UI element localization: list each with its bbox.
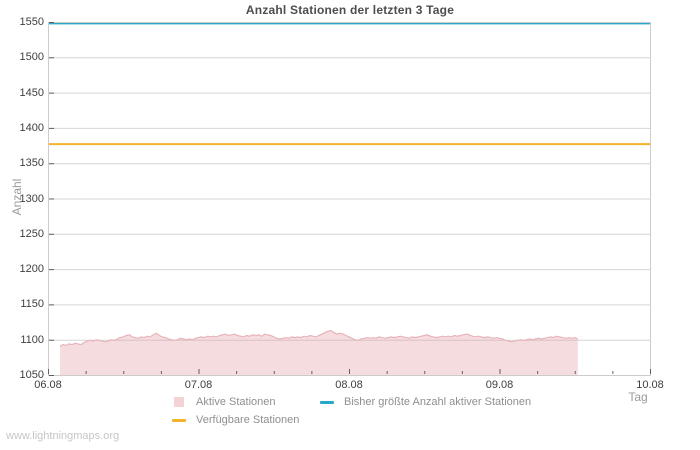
y-axis-title: Anzahl xyxy=(10,178,24,216)
y-tick-label: 1300 xyxy=(19,192,44,205)
watermark: www.lightningmaps.org xyxy=(6,430,120,442)
x-tick-label: 10.08 xyxy=(636,379,664,391)
line-swatch-icon xyxy=(320,400,334,404)
legend-label: Aktive Stationen xyxy=(196,396,276,408)
y-tick-label: 1200 xyxy=(19,263,44,276)
y-tick-label: 1550 xyxy=(19,16,44,28)
y-tick-label: 1450 xyxy=(19,86,44,99)
x-tick-label: 09.08 xyxy=(485,379,514,391)
chart-title: Anzahl Stationen der letzten 3 Tage xyxy=(245,3,455,17)
y-tick-label: 1100 xyxy=(20,333,44,346)
legend-label: Verfügbare Stationen xyxy=(196,414,300,426)
plot-border xyxy=(48,22,651,376)
y-tick-label: 1400 xyxy=(19,121,44,134)
legend-item: Bisher größte Anzahl aktiver Stationen xyxy=(320,396,531,408)
active-stations-area xyxy=(60,330,578,375)
line-swatch-icon xyxy=(172,418,186,422)
legend-item: Verfügbare Stationen xyxy=(172,414,320,426)
y-tick-label: 1350 xyxy=(19,157,44,170)
y-tick-label: 1050 xyxy=(19,369,44,381)
legend-item: Aktive Stationen xyxy=(172,396,320,408)
legend-label: Bisher größte Anzahl aktiver Stationen xyxy=(344,396,532,408)
x-tick-label: 07.08 xyxy=(184,379,213,391)
x-tick-label: 06.08 xyxy=(34,379,62,391)
x-tick-label: 08.08 xyxy=(335,379,363,391)
active-stations-line xyxy=(59,329,579,347)
x-axis-title: Tag xyxy=(628,390,648,404)
y-tick-label: 1500 xyxy=(19,51,44,64)
y-tick-label: 1250 xyxy=(19,227,44,240)
y-tick-label: 1150 xyxy=(20,298,44,311)
area-swatch-icon xyxy=(172,397,186,407)
legend: Aktive Stationen Bisher größte Anzahl akt… xyxy=(172,393,531,429)
